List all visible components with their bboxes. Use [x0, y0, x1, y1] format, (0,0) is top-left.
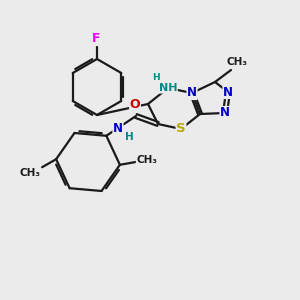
Text: CH₃: CH₃ [136, 155, 158, 165]
Text: F: F [92, 32, 100, 46]
Text: N: N [187, 86, 197, 100]
Text: CH₃: CH₃ [226, 57, 248, 67]
Text: O: O [130, 98, 140, 112]
Text: CH₃: CH₃ [20, 168, 40, 178]
Text: H: H [124, 132, 134, 142]
Text: NH: NH [159, 83, 177, 93]
Text: N: N [220, 106, 230, 119]
Text: H: H [152, 74, 160, 82]
Text: N: N [223, 85, 233, 98]
Text: S: S [176, 122, 186, 136]
Text: N: N [113, 122, 123, 134]
